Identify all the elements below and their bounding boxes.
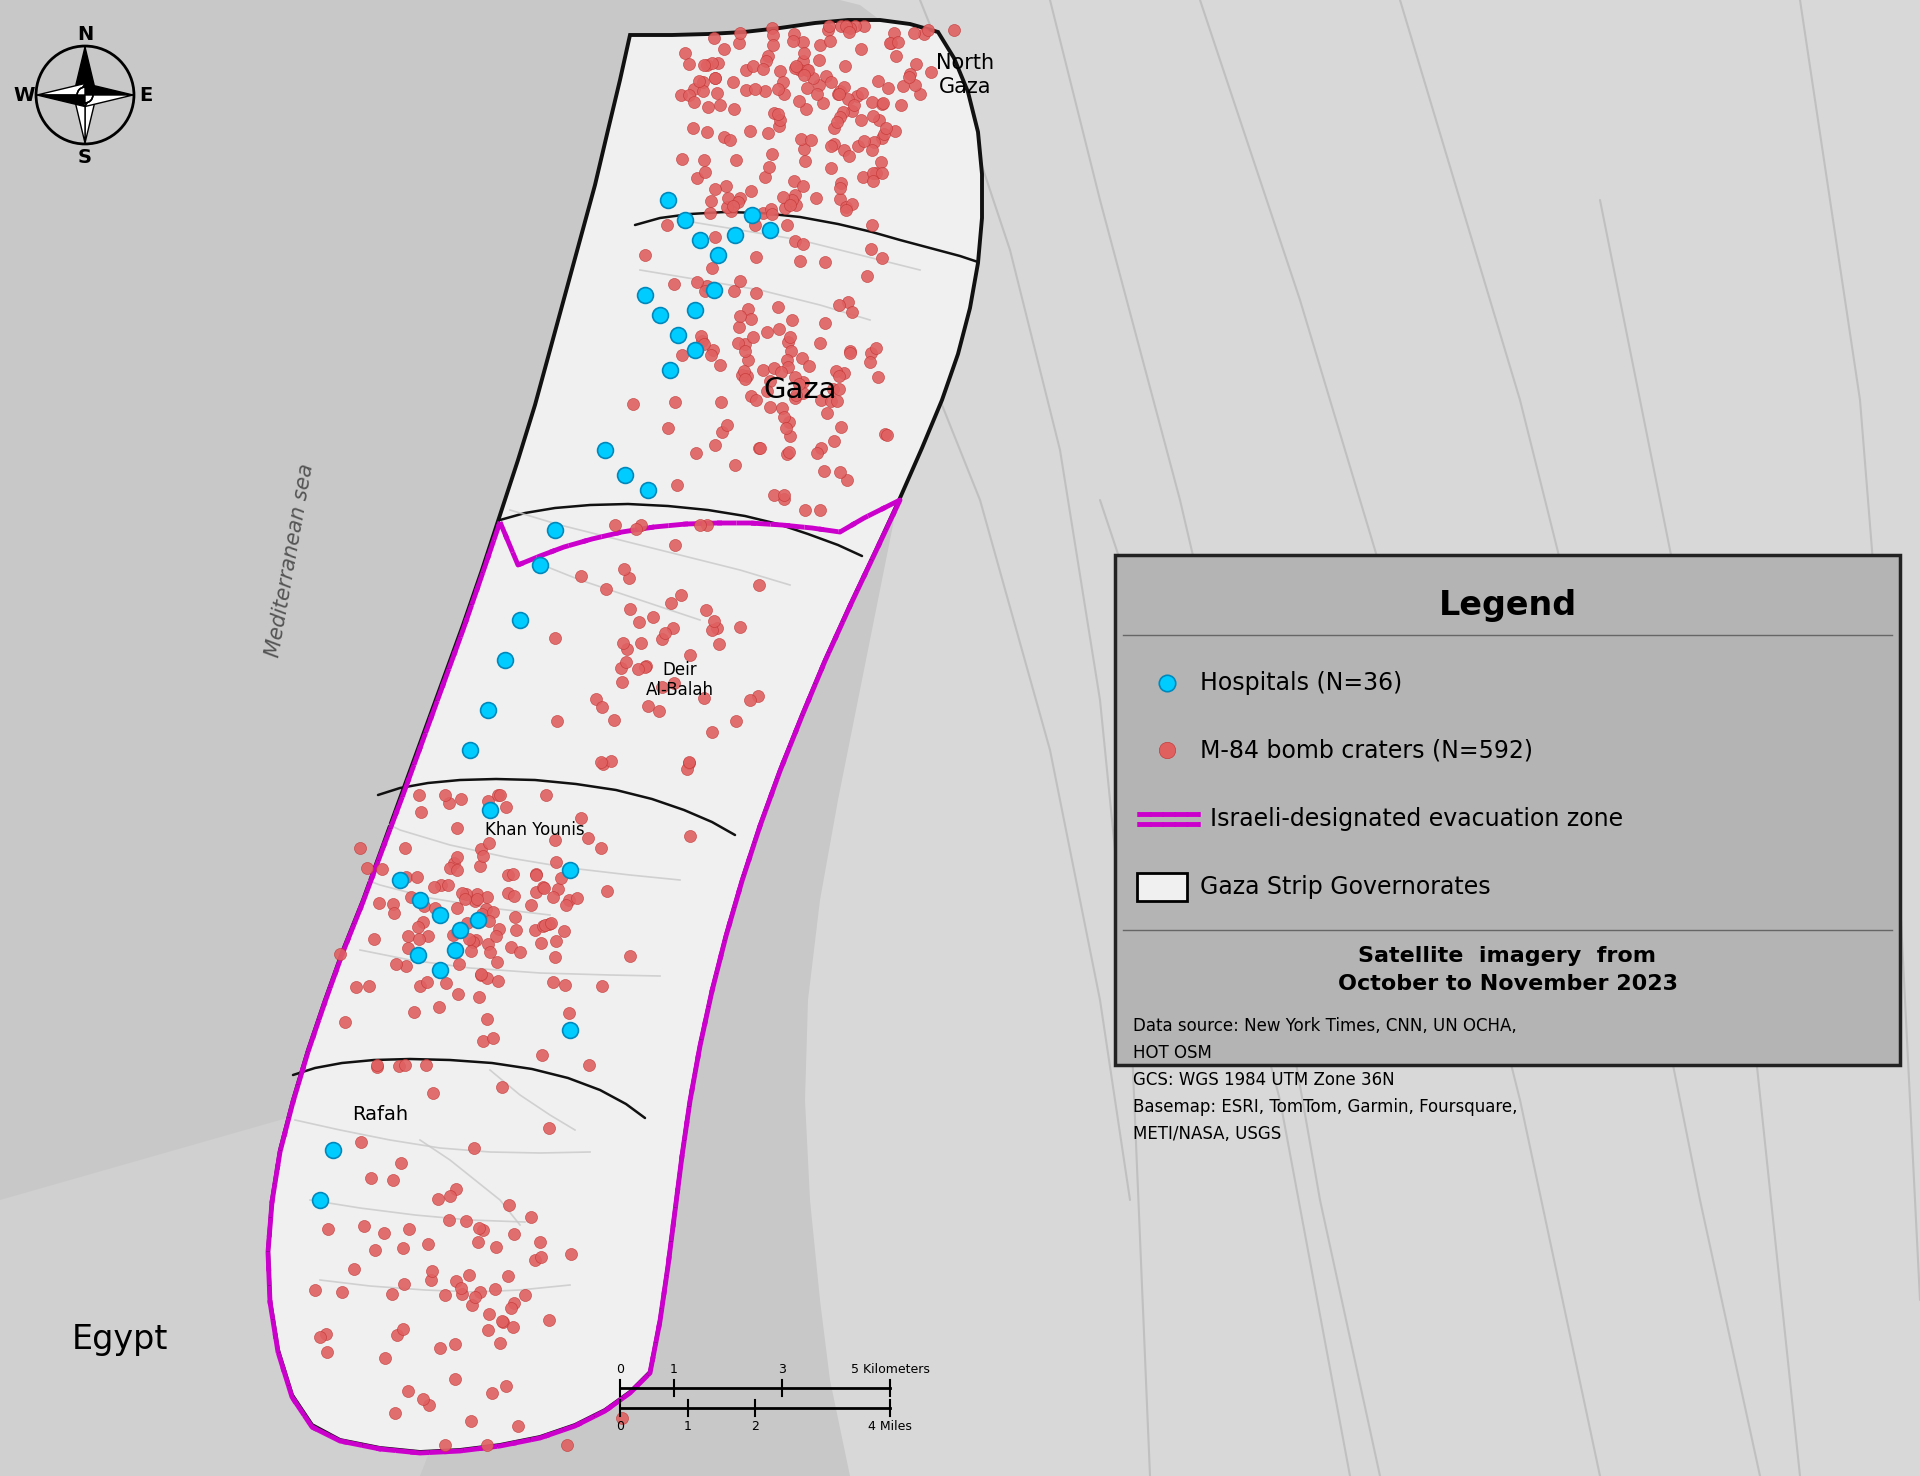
Point (463, 1231, 493, 1255)
Point (735, 120, 766, 143)
Point (762, 295, 793, 319)
Point (831, 468, 862, 492)
Point (747, 58, 778, 81)
Point (653, 189, 684, 213)
Point (586, 835, 616, 859)
Point (505, 608, 536, 632)
Point (714, 128, 745, 152)
Point (526, 931, 557, 955)
Text: M-84 bomb craters (N=592): M-84 bomb craters (N=592) (1200, 738, 1532, 762)
Point (461, 887, 492, 911)
Point (887, 75, 918, 99)
Point (874, 77, 904, 100)
Point (739, 213, 770, 236)
Point (718, 279, 749, 303)
Polygon shape (73, 47, 84, 94)
Point (766, 396, 797, 419)
Point (722, 148, 753, 171)
Point (783, 249, 814, 273)
Point (492, 1265, 522, 1289)
Point (455, 939, 486, 962)
Point (328, 1011, 359, 1035)
Point (774, 410, 804, 434)
Point (724, 21, 755, 44)
Point (847, 81, 877, 105)
Polygon shape (269, 21, 981, 1452)
Point (682, 270, 712, 294)
Point (424, 995, 455, 1018)
Point (555, 858, 586, 881)
Point (866, 161, 897, 184)
Point (864, 109, 895, 133)
Point (649, 621, 680, 645)
Wedge shape (77, 87, 84, 94)
Point (388, 1272, 419, 1296)
Point (804, 499, 835, 523)
Point (755, 218, 785, 242)
Point (745, 435, 776, 459)
Point (472, 1433, 503, 1457)
Text: W: W (13, 86, 35, 105)
Point (883, 30, 914, 53)
Point (772, 441, 803, 465)
Text: 4 Miles: 4 Miles (868, 1420, 912, 1433)
Point (493, 1193, 524, 1216)
Point (442, 921, 472, 945)
Point (436, 856, 467, 880)
Point (703, 632, 733, 655)
Point (349, 1215, 380, 1238)
Point (687, 80, 718, 103)
Point (413, 1393, 444, 1417)
Point (789, 137, 820, 161)
Point (710, 195, 741, 218)
Point (847, 165, 877, 189)
Point (856, 90, 887, 114)
Point (495, 1296, 526, 1320)
Point (599, 708, 630, 732)
Point (430, 1283, 461, 1306)
Point (835, 339, 866, 363)
Point (541, 850, 572, 874)
Point (697, 257, 728, 280)
Point (720, 223, 751, 246)
Point (313, 1218, 344, 1241)
Point (501, 918, 532, 942)
Point (699, 610, 730, 633)
Point (618, 393, 649, 416)
Point (612, 567, 643, 590)
Point (828, 100, 858, 124)
Text: 0: 0 (616, 1362, 624, 1376)
Point (778, 22, 808, 46)
Point (699, 224, 730, 248)
Point (849, 15, 879, 38)
Point (572, 827, 603, 850)
Point (680, 441, 710, 465)
Point (561, 886, 591, 909)
Point (697, 338, 728, 362)
Point (691, 598, 722, 621)
Point (541, 930, 572, 953)
Point (730, 368, 760, 391)
Point (511, 1283, 541, 1306)
Point (737, 204, 768, 227)
Point (701, 66, 732, 90)
Point (806, 388, 837, 412)
Point (405, 889, 436, 912)
Point (634, 694, 664, 717)
Point (804, 34, 835, 58)
Point (384, 1054, 415, 1077)
Point (659, 617, 689, 641)
Point (751, 50, 781, 74)
Point (814, 13, 845, 37)
Point (386, 1151, 417, 1175)
Point (684, 69, 714, 93)
Point (461, 1286, 492, 1309)
Point (478, 900, 509, 924)
Bar (1137, 872, 1187, 900)
Point (787, 381, 818, 404)
Point (826, 80, 856, 103)
Point (411, 971, 442, 995)
Point (866, 127, 897, 151)
Point (747, 359, 778, 382)
